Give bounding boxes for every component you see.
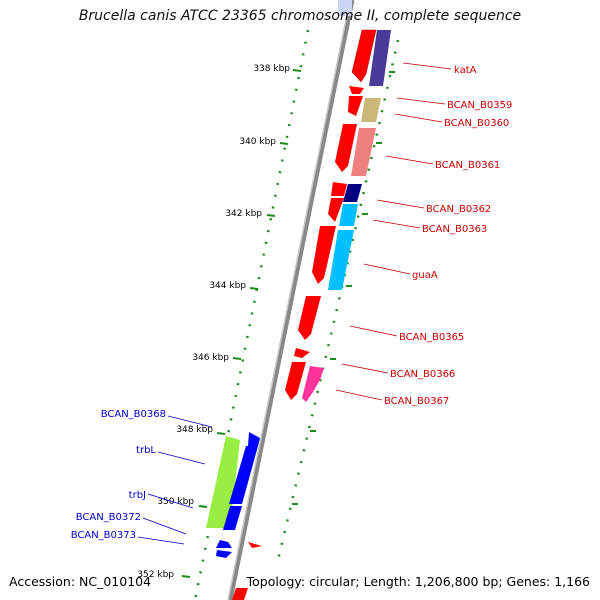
gene-label-trbl[interactable]: trbL bbox=[136, 445, 156, 456]
forward-leader-lines bbox=[335, 62, 452, 401]
gene-label-bcan-b0360[interactable]: BCAN_B0360 bbox=[444, 118, 509, 129]
gene-label-bcan-b0366[interactable]: BCAN_B0366 bbox=[390, 369, 455, 380]
gene-label-bcan-b0359[interactable]: BCAN_B0359 bbox=[447, 100, 512, 111]
scale-tick bbox=[198, 503, 298, 508]
cds-features-forward bbox=[232, 29, 377, 600]
gene-label-bcan-b0362[interactable]: BCAN_B0362 bbox=[426, 204, 491, 215]
scale-tick bbox=[181, 575, 191, 578]
scale-label-352: 352 kbp bbox=[137, 570, 174, 580]
gene-label-bcan-b0367[interactable]: BCAN_B0367 bbox=[384, 396, 449, 407]
gene-label-guaa[interactable]: guaA bbox=[412, 270, 438, 281]
scale-label-338: 338 kbp bbox=[253, 64, 290, 74]
gene-label-bcan-b0365[interactable]: BCAN_B0365 bbox=[399, 332, 464, 343]
chromosome-backbone bbox=[227, 0, 355, 600]
scale-label-344: 344 kbp bbox=[209, 281, 246, 291]
scale-tick bbox=[266, 213, 368, 217]
map-title: Brucella canis ATCC 23365 chromosome II,… bbox=[78, 8, 522, 24]
scale-tick bbox=[249, 285, 352, 290]
gene-label-trbj[interactable]: trbJ bbox=[129, 490, 146, 501]
gene-label-bcan-b0361[interactable]: BCAN_B0361 bbox=[435, 160, 500, 171]
scale-label-348: 348 kbp bbox=[176, 425, 213, 435]
scale-tick bbox=[279, 142, 382, 145]
gene-label-bcan-b0368[interactable]: BCAN_B0368 bbox=[101, 409, 166, 420]
cds-features-reverse bbox=[206, 432, 260, 558]
scale-tick bbox=[292, 69, 395, 73]
scale-tick bbox=[232, 357, 336, 360]
reverse-leader-lines bbox=[137, 415, 213, 545]
genome-summary-text: Topology: circular; Length: 1,206,800 bp… bbox=[246, 574, 590, 589]
cds-features-forward-outer bbox=[302, 30, 391, 402]
top-blue-feature bbox=[338, 0, 352, 16]
gene-label-bcan-b0363[interactable]: BCAN_B0363 bbox=[422, 224, 487, 235]
scale-track-outer bbox=[276, 39, 400, 561]
gene-label-bcan-b0373[interactable]: BCAN_B0373 bbox=[71, 530, 136, 541]
scale-label-340: 340 kbp bbox=[239, 137, 276, 147]
scale-tick bbox=[216, 430, 316, 435]
gene-label-kata[interactable]: katA bbox=[454, 65, 477, 76]
scale-label-346: 346 kbp bbox=[192, 353, 229, 363]
gene-label-bcan-b0372[interactable]: BCAN_B0372 bbox=[76, 512, 141, 523]
scale-label-350: 350 kbp bbox=[157, 497, 194, 507]
accession-text: Accession: NC_010104 bbox=[9, 574, 152, 589]
scale-label-342: 342 kbp bbox=[225, 209, 262, 219]
